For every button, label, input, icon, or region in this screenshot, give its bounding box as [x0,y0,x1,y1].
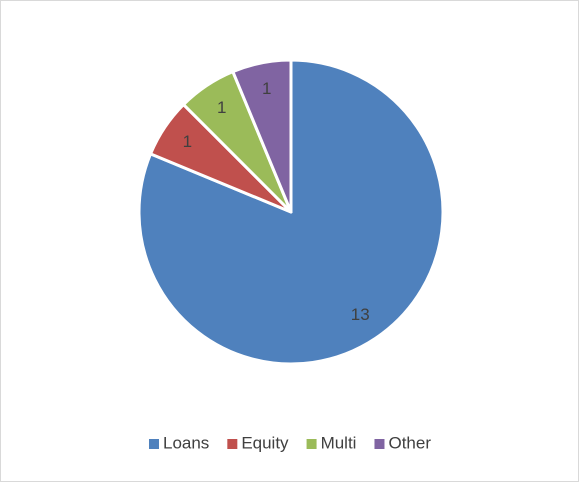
legend-label: Other [388,433,431,452]
legend-marker [227,439,238,449]
pie-slice [231,58,293,214]
legend-marker [148,439,159,449]
data-label: 1 [183,132,192,151]
legend-marker [306,439,317,449]
legend-marker [374,439,385,449]
legend-label: Equity [241,433,289,452]
legend-label: Multi [321,433,357,452]
data-label: 1 [262,79,271,98]
pie-slice [137,58,445,366]
legend-label: Loans [163,433,209,452]
data-label: 1 [217,98,226,117]
data-label: 13 [351,305,370,324]
